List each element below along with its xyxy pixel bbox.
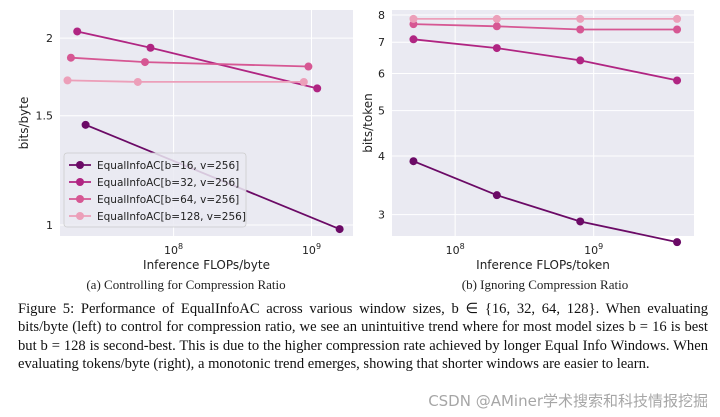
legend-label: EqualInfoAC[b=128, v=256]: [97, 211, 246, 223]
data-point: [63, 76, 72, 85]
data-point: [73, 27, 82, 36]
figure-caption: Figure 5: Performance of EqualInfoAC acr…: [18, 300, 708, 373]
data-point: [66, 53, 75, 62]
x-tick-label: 108: [446, 242, 465, 257]
y-tick-label: 8: [378, 9, 385, 22]
y-tick-label: 6: [378, 68, 385, 81]
x-tick-label: 109: [584, 242, 603, 257]
y-tick-label: 5: [378, 105, 385, 118]
y-tick-label: 1: [46, 219, 53, 232]
y-tick-label: 2: [46, 32, 53, 45]
x-tick-label: 108: [164, 242, 183, 257]
data-point: [81, 120, 90, 129]
legend-box: [63, 152, 247, 228]
data-point: [492, 44, 501, 53]
y-tick-label: 3: [378, 209, 385, 222]
legend-swatch-marker: [76, 212, 84, 220]
data-point: [673, 238, 682, 247]
data-point: [576, 14, 585, 23]
series-line: [413, 160, 678, 243]
y-tick-label: 4: [378, 150, 385, 163]
data-point: [140, 58, 149, 67]
data-point: [304, 62, 313, 71]
figure-canvas: 1 1.5 2 108 109 Inference FLOPs/byte bits/byte…: [17, 9, 694, 292]
data-point: [492, 191, 501, 200]
data-point: [673, 14, 682, 23]
y-tick-label: 7: [378, 36, 385, 49]
data-point: [409, 14, 418, 23]
x-axis-label: Inference FLOPs/byte: [143, 258, 270, 272]
figure-caption-text: Figure 5: Performance of EqualInfoAC acr…: [18, 301, 708, 372]
y-axis-label: bits/token: [361, 93, 375, 153]
watermark-text: CSDN @AMiner学术搜索和科技情报挖掘: [428, 392, 708, 410]
data-point: [146, 43, 155, 52]
x-axis-label: Inference FLOPs/token: [476, 258, 610, 272]
legend-swatch-marker: [76, 161, 84, 169]
subcaption-right: (b) Ignoring Compression Ratio: [462, 277, 628, 292]
data-point: [299, 77, 308, 86]
legend-swatch-marker: [76, 178, 84, 186]
legend-swatch-marker: [76, 195, 84, 203]
subcaption-left: (a) Controlling for Compression Ratio: [86, 277, 285, 292]
series-line: [413, 23, 678, 31]
chart-panel-left: 1 1.5 2 108 109 Inference FLOPs/byte bits/byte…: [17, 10, 353, 272]
legend-label: EqualInfoAC[b=64, v=256]: [97, 194, 239, 206]
data-point: [133, 77, 142, 86]
data-point: [576, 25, 585, 34]
data-point: [409, 35, 418, 44]
data-point: [576, 217, 585, 226]
data-point: [673, 76, 682, 85]
plot-area: [392, 10, 694, 236]
y-axis-label: bits/byte: [17, 97, 31, 150]
y-tick-label: 1.5: [36, 110, 54, 123]
series-line: [413, 38, 678, 82]
legend-label: EqualInfoAC[b=16, v=256]: [97, 160, 239, 172]
legend-label: EqualInfoAC[b=32, v=256]: [97, 177, 239, 189]
data-point: [576, 56, 585, 65]
data-point: [313, 84, 322, 93]
data-point: [335, 225, 344, 234]
data-point: [673, 25, 682, 34]
data-point: [409, 157, 418, 166]
data-point: [492, 22, 501, 31]
data-point: [492, 14, 501, 23]
x-tick-label: 109: [302, 242, 321, 257]
